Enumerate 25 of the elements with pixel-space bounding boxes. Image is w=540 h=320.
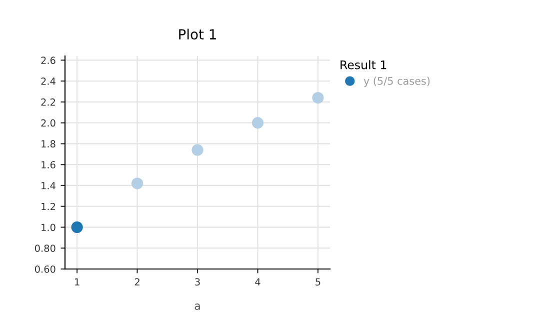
x-tick-label: 4 — [255, 278, 260, 286]
x-axis-title: a — [194, 304, 200, 310]
point — [312, 92, 324, 104]
y-tick-label: 1.0 — [42, 224, 56, 232]
y-tick-label: 0.60 — [34, 265, 56, 273]
point — [131, 178, 144, 190]
chart-title: Plot 1 — [179, 28, 216, 40]
y-tick-label: 2.0 — [41, 119, 56, 127]
point — [71, 221, 83, 234]
y-tick-label: 2.2 — [41, 98, 55, 106]
x-tick-label: 2 — [134, 278, 140, 286]
x-tick-label: 3 — [195, 278, 200, 286]
legend-label: y (5/5 cases) — [364, 76, 430, 87]
x-tick-label: 1 — [75, 278, 80, 286]
y-tick-label: 1.4 — [42, 182, 56, 190]
point — [192, 144, 204, 156]
y-tick-label: 2.6 — [41, 56, 56, 64]
y-tick-label: 2.4 — [41, 78, 56, 85]
y-tick-label: 1.6 — [42, 161, 56, 168]
y-tick-label: 1.2 — [42, 202, 55, 210]
point — [252, 117, 264, 129]
y-tick-label: 1.8 — [42, 140, 56, 148]
x-tick-label: 5 — [316, 278, 320, 286]
legend-title: Result 1 — [340, 60, 386, 70]
y-tick-label: 0.80 — [34, 244, 56, 252]
